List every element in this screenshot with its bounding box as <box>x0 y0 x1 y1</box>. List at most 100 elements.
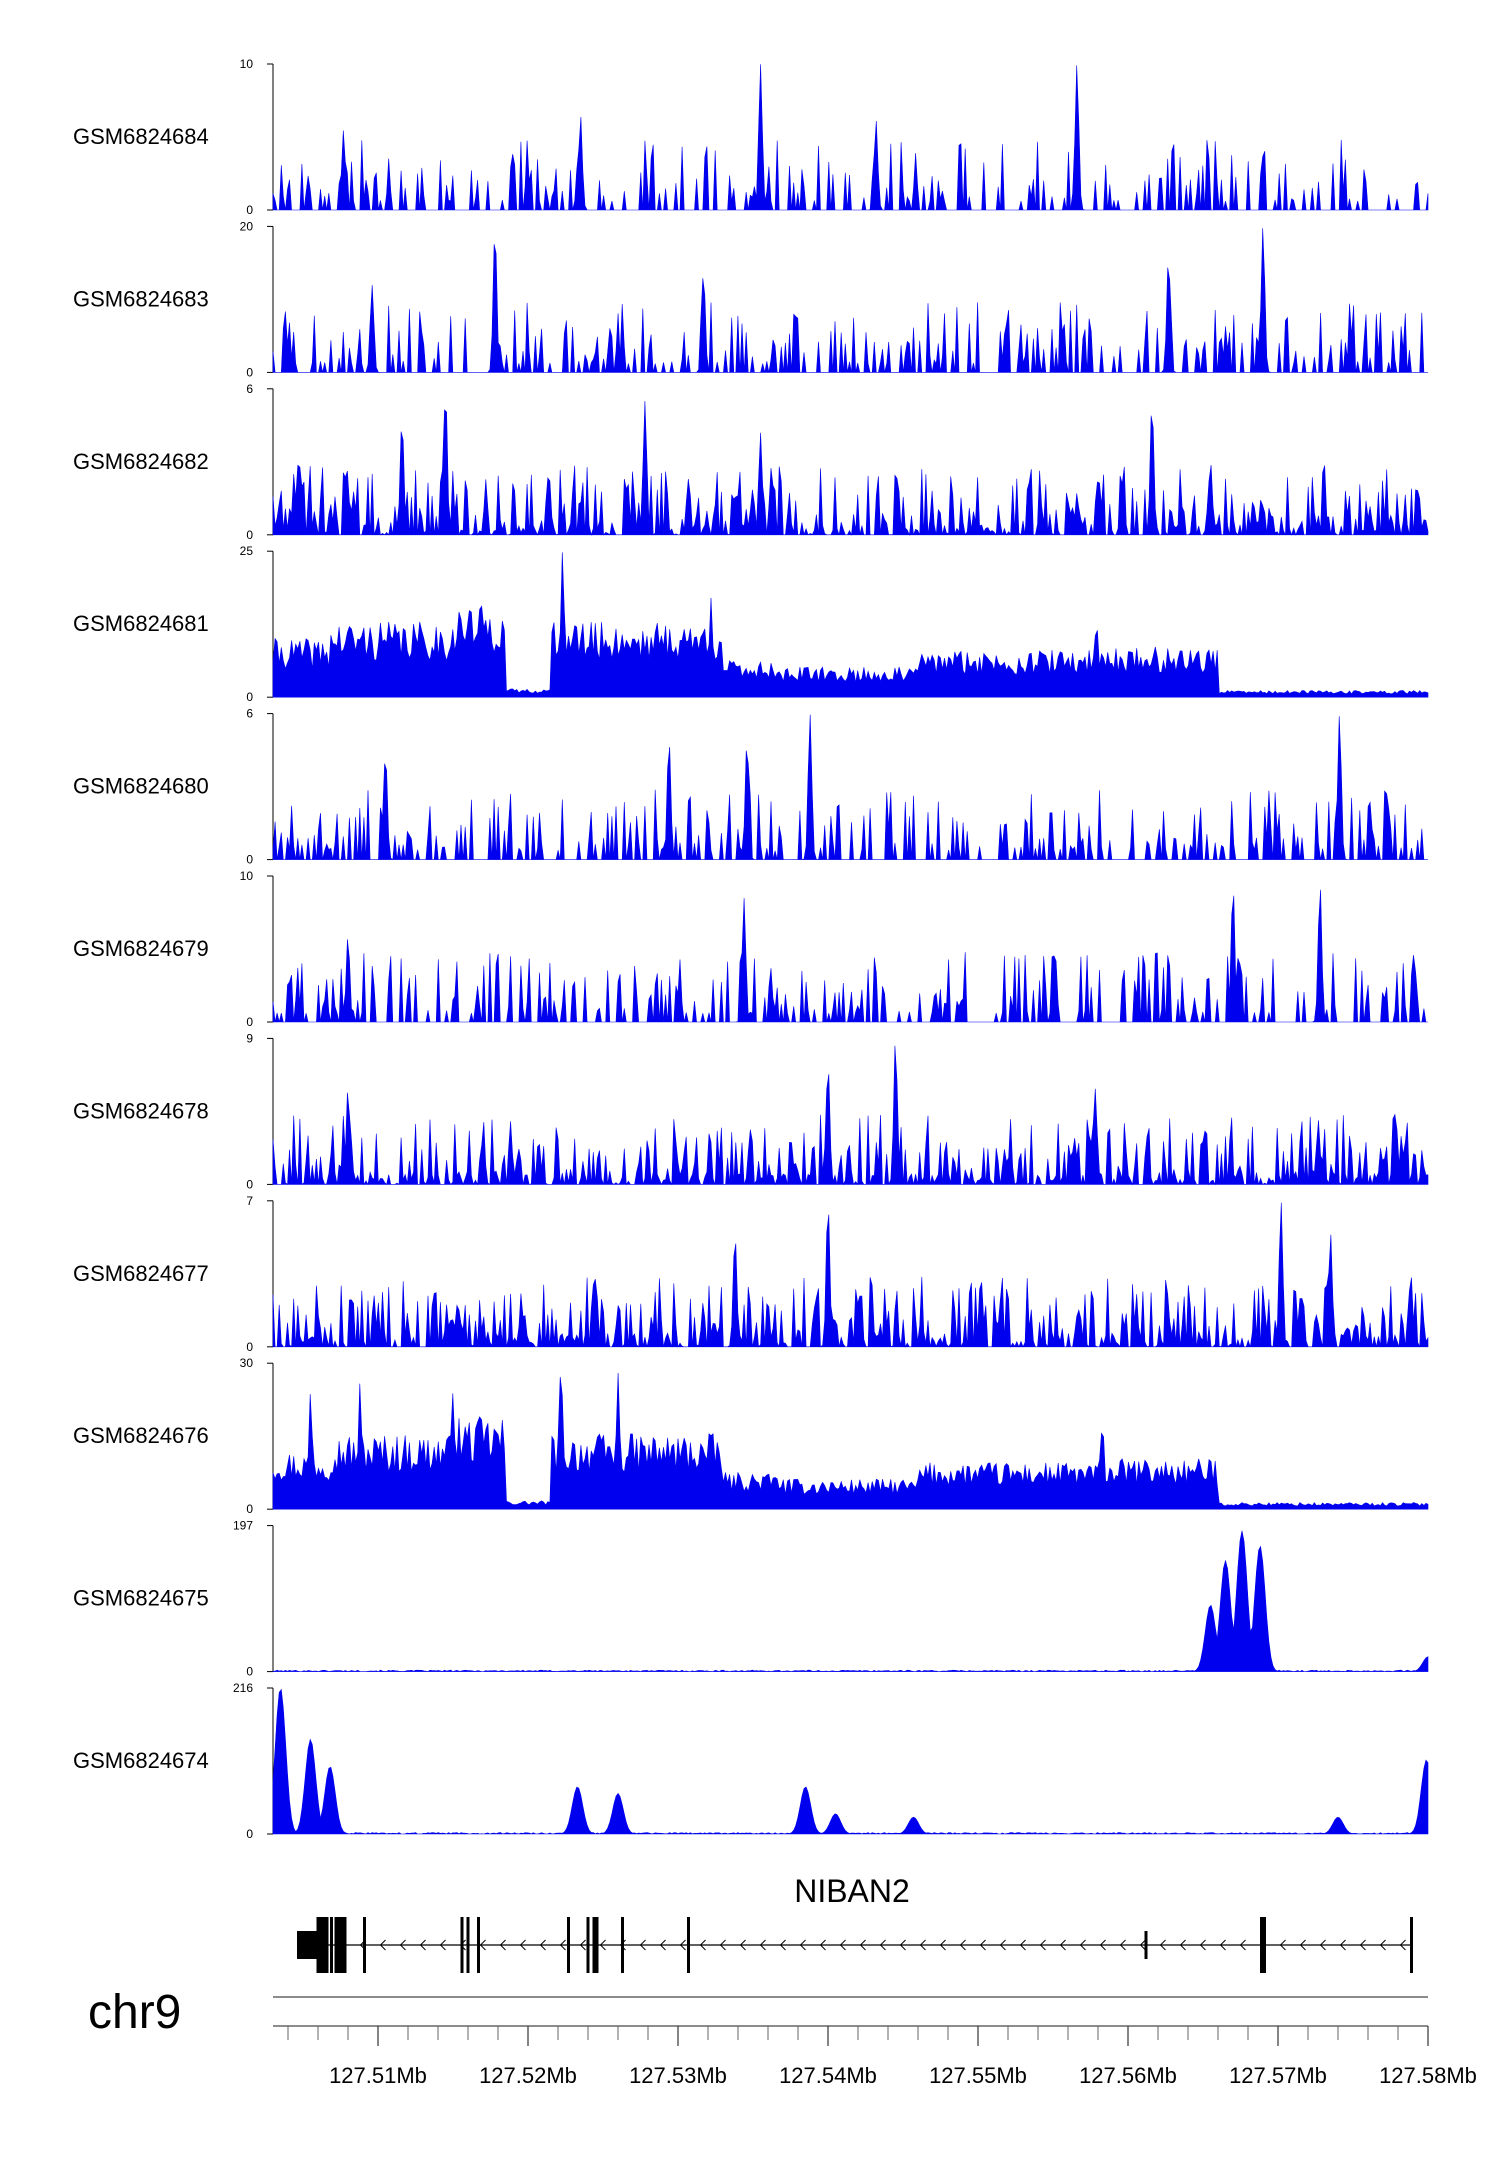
strand-chevron <box>519 1939 526 1951</box>
track-GSM6824677: GSM6824677 7 0 <box>73 1194 1429 1354</box>
strand-chevron <box>779 1939 786 1951</box>
coverage-area <box>272 64 1429 211</box>
gene-exon <box>1410 1917 1413 1973</box>
x-tick-label: 127.55Mb <box>929 2063 1027 2088</box>
strand-chevron <box>1099 1939 1106 1951</box>
y-max-label: 6 <box>246 707 253 721</box>
strand-chevron <box>759 1939 766 1951</box>
strand-chevron <box>899 1939 906 1951</box>
strand-chevron <box>799 1939 806 1951</box>
y-max-label: 9 <box>246 1031 253 1045</box>
track-GSM6824675: GSM6824675 197 0 <box>73 1519 1429 1679</box>
y-min-label: 0 <box>246 528 253 542</box>
strand-chevron <box>719 1939 726 1951</box>
track-GSM6824676: GSM6824676 30 0 <box>73 1356 1429 1516</box>
y-min-label: 0 <box>246 1502 253 1516</box>
track-GSM6824674: GSM6824674 216 0 <box>73 1681 1429 1841</box>
track-label: GSM6824681 <box>73 611 209 636</box>
track-label: GSM6824680 <box>73 774 209 799</box>
strand-chevron <box>919 1939 926 1951</box>
strand-chevron <box>1359 1939 1366 1951</box>
track-label: GSM6824678 <box>73 1098 209 1123</box>
y-max-label: 216 <box>233 1681 253 1695</box>
gene-exon <box>460 1917 464 1973</box>
y-min-label: 0 <box>246 1015 253 1029</box>
strand-chevron <box>979 1939 986 1951</box>
strand-chevron <box>1059 1939 1066 1951</box>
strand-chevron <box>1159 1939 1166 1951</box>
strand-chevron <box>399 1939 406 1951</box>
gene-exon <box>621 1917 624 1973</box>
coverage-area <box>272 401 1429 536</box>
track-GSM6824682: GSM6824682 6 0 <box>73 382 1429 542</box>
gene-exon <box>363 1917 366 1973</box>
gene-exon <box>567 1917 570 1973</box>
strand-chevron <box>819 1939 826 1951</box>
gene-exon <box>330 1917 333 1973</box>
track-label: GSM6824676 <box>73 1423 209 1448</box>
strand-chevron <box>699 1939 706 1951</box>
coverage-area <box>272 228 1428 373</box>
coverage-area <box>272 889 1428 1023</box>
strand-chevron <box>939 1939 946 1951</box>
track-label: GSM6824677 <box>73 1261 209 1286</box>
coverage-area <box>272 714 1428 861</box>
strand-chevron <box>1199 1939 1206 1951</box>
track-GSM6824684: GSM6824684 10 0 <box>73 57 1429 217</box>
y-max-label: 20 <box>240 219 254 233</box>
strand-chevron <box>1299 1939 1306 1951</box>
gene-exon <box>477 1917 480 1973</box>
y-max-label: 197 <box>233 1519 253 1533</box>
strand-chevron <box>539 1939 546 1951</box>
strand-chevron <box>879 1939 886 1951</box>
y-min-label: 0 <box>246 365 253 379</box>
y-min-label: 0 <box>246 203 253 217</box>
y-min-label: 0 <box>246 1177 253 1191</box>
coverage-area <box>272 1372 1429 1510</box>
strand-chevron <box>1399 1939 1406 1951</box>
strand-chevron <box>739 1939 746 1951</box>
gene-exon <box>334 1917 338 1973</box>
strand-chevron <box>499 1939 506 1951</box>
strand-chevron <box>1019 1939 1026 1951</box>
track-GSM6824681: GSM6824681 25 0 <box>73 544 1429 704</box>
strand-chevron <box>1039 1939 1046 1951</box>
strand-chevron <box>859 1939 866 1951</box>
y-min-label: 0 <box>246 1665 253 1679</box>
y-min-label: 0 <box>246 1340 253 1354</box>
coverage-area <box>272 1530 1429 1672</box>
gene-exon <box>1144 1931 1148 1959</box>
strand-chevron <box>1079 1939 1086 1951</box>
strand-chevron <box>1119 1939 1126 1951</box>
track-GSM6824679: GSM6824679 10 0 <box>73 869 1428 1029</box>
strand-chevron <box>439 1939 446 1951</box>
strand-chevron <box>1139 1939 1146 1951</box>
strand-chevron <box>1219 1939 1226 1951</box>
gene-exon <box>337 1917 344 1973</box>
y-max-label: 10 <box>240 869 254 883</box>
track-label: GSM6824674 <box>73 1748 209 1773</box>
strand-chevron <box>1279 1939 1286 1951</box>
y-max-label: 30 <box>240 1356 254 1370</box>
track-label: GSM6824682 <box>73 449 209 474</box>
coverage-area <box>272 1688 1429 1835</box>
y-max-label: 25 <box>240 544 254 558</box>
strand-chevron <box>599 1939 606 1951</box>
chromosome-label: chr9 <box>88 1986 181 2039</box>
strand-chevron <box>1239 1939 1246 1951</box>
strand-chevron <box>679 1939 686 1951</box>
gene-structure <box>297 1917 1413 1973</box>
strand-chevron <box>1319 1939 1326 1951</box>
gene-name: NIBAN2 <box>794 1873 910 1909</box>
track-label: GSM6824675 <box>73 1586 209 1611</box>
gene-exon <box>466 1917 470 1973</box>
x-tick-label: 127.56Mb <box>1079 2063 1177 2088</box>
strand-chevron <box>639 1939 646 1951</box>
strand-chevron <box>839 1939 846 1951</box>
x-tick-label: 127.54Mb <box>779 2063 877 2088</box>
y-max-label: 6 <box>246 382 253 396</box>
strand-chevron <box>999 1939 1006 1951</box>
strand-chevron <box>1179 1939 1186 1951</box>
coverage-tracks: GSM6824684100GSM6824683200GSM682468260GS… <box>73 57 1429 1841</box>
x-tick-label: 127.58Mb <box>1379 2063 1477 2088</box>
